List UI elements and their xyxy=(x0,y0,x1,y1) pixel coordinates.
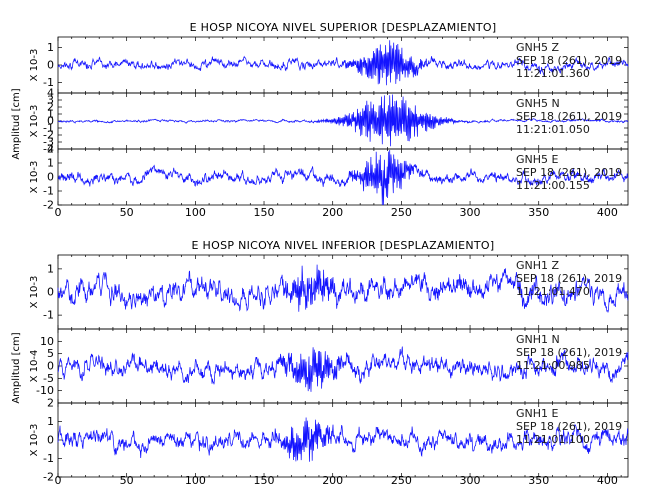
y-tick-label: 1 xyxy=(47,41,54,54)
y-tick-label: 4 xyxy=(47,87,54,100)
station-label: GNH5 E xyxy=(516,153,559,166)
seismic-trace xyxy=(57,417,629,462)
date-label: SEP 18 (261), 2019 xyxy=(516,54,622,67)
y-tick-label: -1 xyxy=(43,76,54,89)
y-tick-label: 0 xyxy=(47,171,54,184)
x-tick-label: 100 xyxy=(185,474,206,487)
y-tick-label: -1 xyxy=(43,122,54,135)
time-label: 11:21:01.050 xyxy=(516,123,590,136)
x-tick-label: 400 xyxy=(597,474,618,487)
time-label: 11:21:01.470 xyxy=(516,285,590,298)
station-label: GNH5 N xyxy=(516,97,560,110)
seismic-trace xyxy=(57,40,629,86)
x-tick-label: 250 xyxy=(391,474,412,487)
y-tick-label: 0 xyxy=(47,360,54,373)
panel-title-superior: E HOSP NICOYA NIVEL SUPERIOR [DESPLAZAMI… xyxy=(190,21,497,34)
date-label: SEP 18 (261), 2019 xyxy=(516,166,622,179)
seismic-trace xyxy=(57,94,629,147)
x-tick-label: 250 xyxy=(391,206,412,219)
seismic-trace xyxy=(58,149,629,206)
ylabel-inferior: Amplitud [cm] xyxy=(11,332,22,403)
y-tick-label: 1 xyxy=(47,157,54,170)
y-tick-label: 2 xyxy=(47,143,54,156)
date-label: SEP 18 (261), 2019 xyxy=(516,272,622,285)
x-tick-label: 0 xyxy=(55,206,62,219)
scale-label: X 10-3 xyxy=(29,49,40,82)
scale-label: X 10-3 xyxy=(29,105,40,138)
x-tick-label: 150 xyxy=(254,206,275,219)
y-tick-label: 2 xyxy=(47,101,54,114)
y-tick-label: -4 xyxy=(43,143,54,156)
x-tick-label: 50 xyxy=(120,474,134,487)
x-tick-label: 0 xyxy=(55,474,62,487)
time-label: 11:21:00.985 xyxy=(516,359,590,372)
date-label: SEP 18 (261), 2019 xyxy=(516,346,622,359)
y-tick-label: -10 xyxy=(36,384,54,397)
y-tick-label: -1 xyxy=(43,309,54,322)
scale-label: X 10-4 xyxy=(29,350,40,383)
x-tick-label: 50 xyxy=(120,206,134,219)
seismic-trace xyxy=(57,346,629,392)
time-label: 11:21:01.100 xyxy=(516,433,590,446)
y-tick-label: 0 xyxy=(47,286,54,299)
x-tick-label: 200 xyxy=(322,474,343,487)
x-tick-label: 350 xyxy=(528,206,549,219)
time-label: 11:21:01.360 xyxy=(516,67,590,80)
date-label: SEP 18 (261), 2019 xyxy=(516,420,622,433)
station-label: GNH1 N xyxy=(516,333,560,346)
x-tick-label: 150 xyxy=(254,474,275,487)
y-tick-label: 3 xyxy=(47,94,54,107)
scale-label: X 10-3 xyxy=(29,161,40,194)
y-tick-label: -1 xyxy=(43,185,54,198)
x-tick-label: 400 xyxy=(597,206,618,219)
date-label: SEP 18 (261), 2019 xyxy=(516,110,622,123)
ylabel-superior: Amplitud [cm] xyxy=(11,88,22,159)
y-tick-label: 10 xyxy=(40,335,54,348)
x-tick-label: 200 xyxy=(322,206,343,219)
y-tick-label: 5 xyxy=(47,347,54,360)
y-tick-label: 1 xyxy=(47,262,54,275)
y-tick-label: 0 xyxy=(47,59,54,72)
y-tick-label: 1 xyxy=(47,415,54,428)
y-tick-label: -2 xyxy=(43,199,54,212)
station-label: GNH1 Z xyxy=(516,259,560,272)
y-tick-label: 0 xyxy=(47,115,54,128)
scale-label: X 10-3 xyxy=(29,276,40,309)
station-label: GNH5 Z xyxy=(516,41,560,54)
x-tick-label: 300 xyxy=(460,474,481,487)
x-tick-label: 100 xyxy=(185,206,206,219)
panel-title-inferior: E HOSP NICOYA NIVEL INFERIOR [DESPLAZAMI… xyxy=(192,239,495,252)
x-tick-label: 350 xyxy=(528,474,549,487)
y-tick-label: 2 xyxy=(47,397,54,410)
y-tick-label: -1 xyxy=(43,452,54,465)
y-tick-label: 1 xyxy=(47,108,54,121)
y-tick-label: -3 xyxy=(43,136,54,149)
time-label: 11:21:00.155 xyxy=(516,179,590,192)
x-tick-label: 300 xyxy=(460,206,481,219)
seismic-trace xyxy=(57,264,629,314)
y-tick-label: -2 xyxy=(43,471,54,484)
y-tick-label: 0 xyxy=(47,434,54,447)
station-label: GNH1 E xyxy=(516,407,559,420)
y-tick-label: -2 xyxy=(43,129,54,142)
y-tick-label: -5 xyxy=(43,372,54,385)
scale-label: X 10-3 xyxy=(29,424,40,457)
